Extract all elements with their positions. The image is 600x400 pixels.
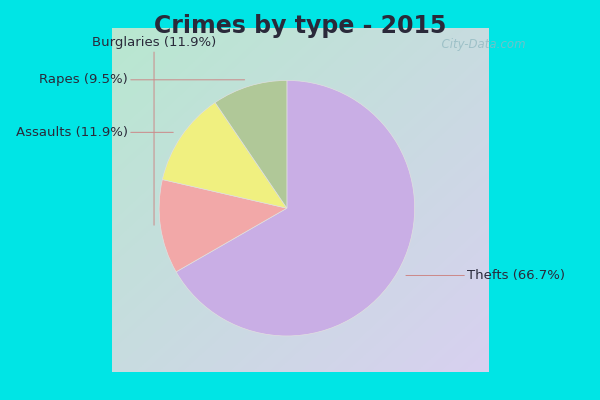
- Text: Burglaries (11.9%): Burglaries (11.9%): [92, 36, 216, 225]
- Wedge shape: [176, 80, 415, 336]
- Text: Crimes by type - 2015: Crimes by type - 2015: [154, 14, 446, 38]
- Wedge shape: [159, 180, 287, 272]
- Text: Rapes (9.5%): Rapes (9.5%): [39, 73, 245, 86]
- Text: Assaults (11.9%): Assaults (11.9%): [16, 126, 173, 139]
- Wedge shape: [163, 102, 287, 208]
- Text: Thefts (66.7%): Thefts (66.7%): [406, 269, 565, 282]
- Text: City-Data.com: City-Data.com: [434, 38, 526, 51]
- Wedge shape: [215, 80, 287, 208]
